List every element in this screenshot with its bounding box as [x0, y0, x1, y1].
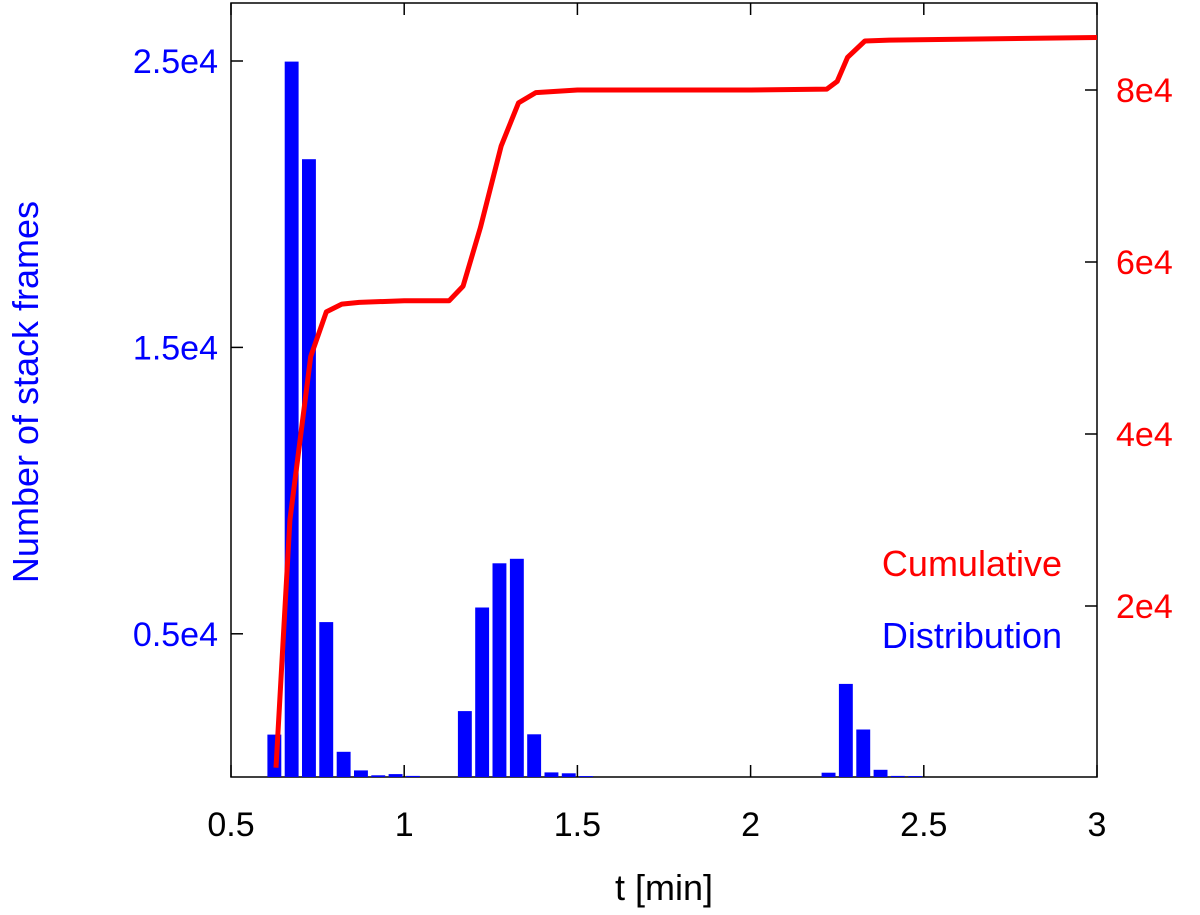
right-axis-ticks: 8e4 6e4 4e4 2e4 — [1085, 72, 1173, 626]
x-tick-label-4: 2.5 — [900, 806, 947, 844]
bar-17 — [821, 772, 836, 777]
bar-5 — [354, 770, 368, 777]
bar-18 — [838, 683, 853, 777]
distribution-bars — [267, 61, 923, 778]
right-tick-label-0: 8e4 — [1116, 72, 1173, 110]
bar-19 — [856, 729, 871, 777]
x-tick-label-1: 1 — [395, 806, 414, 844]
bar-2 — [302, 159, 316, 777]
bar-21 — [890, 775, 905, 777]
x-axis-label: t [min] — [615, 867, 713, 908]
bar-13 — [527, 734, 542, 777]
bar-14 — [544, 772, 559, 777]
bar-7 — [388, 774, 403, 777]
bar-12 — [509, 558, 524, 777]
plot-frame — [230, 2, 1098, 778]
cumulative-line — [273, 35, 1098, 768]
bar-6 — [371, 775, 386, 777]
right-tick-label-3: 2e4 — [1116, 588, 1173, 626]
bar-15 — [561, 773, 576, 777]
bar-22 — [908, 776, 923, 777]
right-tick-label-1: 6e4 — [1116, 244, 1173, 282]
bar-10 — [475, 607, 490, 777]
bar-1 — [284, 61, 299, 778]
x-axis-ticks: 0.5 1 1.5 2 2.5 3 — [207, 3, 1106, 844]
bar-3 — [319, 622, 334, 777]
x-tick-label-0: 0.5 — [207, 806, 254, 844]
bar-4 — [336, 751, 351, 777]
bar-20 — [873, 769, 888, 777]
x-tick-label-2: 1.5 — [554, 806, 601, 844]
right-tick-label-2: 4e4 — [1116, 416, 1173, 454]
legend-distribution: Distribution — [882, 615, 1062, 656]
left-tick-label-1: 1.5e4 — [133, 329, 218, 367]
bar-8 — [405, 775, 420, 777]
left-tick-label-0: 2.5e4 — [133, 43, 218, 81]
x-tick-label-3: 2 — [741, 806, 760, 844]
bar-11 — [492, 563, 507, 777]
bar-9 — [457, 711, 472, 777]
bar-16 — [579, 776, 593, 777]
x-tick-label-5: 3 — [1088, 806, 1107, 844]
left-axis-ticks: 2.5e4 1.5e4 0.5e4 — [133, 43, 243, 654]
y-axis-label-left: Number of stack frames — [5, 201, 46, 583]
cumulative-line-layer — [273, 35, 1098, 768]
legend-cumulative: Cumulative — [882, 543, 1062, 584]
left-tick-label-2: 0.5e4 — [133, 616, 218, 654]
